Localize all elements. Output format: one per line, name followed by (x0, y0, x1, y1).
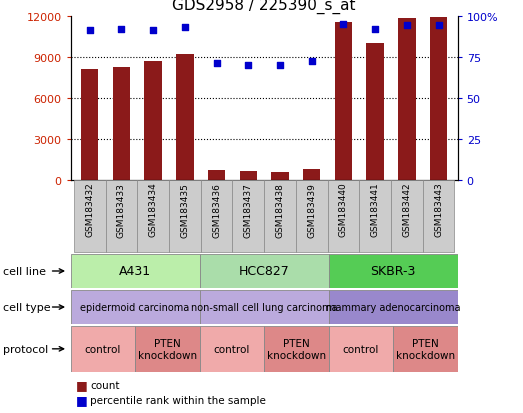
Bar (264, 180, 296, 252)
Bar (71, 290, 200, 324)
Bar (271, 173, 289, 180)
Bar (71, 254, 200, 288)
Text: GSM183439: GSM183439 (307, 182, 316, 237)
Bar (200, 290, 328, 324)
Bar (335, 24, 352, 180)
Point (308, 59, 316, 66)
Text: non-small cell lung carcinoma: non-small cell lung carcinoma (191, 302, 337, 312)
Bar (423, 180, 454, 252)
Point (339, 21, 348, 28)
Text: percentile rank within the sample: percentile rank within the sample (90, 394, 266, 405)
Text: ■: ■ (76, 378, 87, 391)
Point (180, 25, 189, 31)
Bar (367, 44, 384, 180)
Bar (106, 180, 137, 252)
Point (435, 23, 443, 30)
Bar (176, 55, 194, 180)
Point (403, 23, 411, 30)
Text: SKBR-3: SKBR-3 (370, 265, 416, 278)
Bar (296, 180, 327, 252)
Text: GSM183440: GSM183440 (339, 182, 348, 237)
Text: HCC827: HCC827 (238, 265, 290, 278)
Text: ■: ■ (76, 393, 87, 406)
Bar (398, 19, 416, 180)
Text: count: count (90, 380, 120, 390)
Text: GSM183432: GSM183432 (85, 182, 94, 237)
Point (85, 28, 94, 35)
Text: protocol: protocol (3, 344, 48, 354)
Bar (144, 62, 162, 180)
Text: cell line: cell line (3, 266, 46, 276)
Text: PTEN
knockdown: PTEN knockdown (396, 338, 455, 360)
Bar (112, 68, 130, 180)
Bar (208, 171, 225, 180)
Title: GDS2958 / 225390_s_at: GDS2958 / 225390_s_at (173, 0, 356, 14)
Point (244, 62, 253, 69)
Text: epidermoid carcinoma: epidermoid carcinoma (81, 302, 190, 312)
Text: mammary adenocarcinoma: mammary adenocarcinoma (326, 302, 460, 312)
Bar (327, 180, 359, 252)
Text: control: control (214, 344, 250, 354)
Bar (200, 326, 264, 372)
Text: control: control (343, 344, 379, 354)
Text: GSM183438: GSM183438 (276, 182, 285, 237)
Point (212, 61, 221, 67)
Text: GSM183437: GSM183437 (244, 182, 253, 237)
Bar (393, 326, 458, 372)
Bar (71, 326, 135, 372)
Text: GSM183434: GSM183434 (149, 182, 157, 237)
Bar (137, 180, 169, 252)
Text: control: control (85, 344, 121, 354)
Text: A431: A431 (119, 265, 151, 278)
Text: PTEN
knockdown: PTEN knockdown (267, 338, 326, 360)
Bar (303, 169, 321, 180)
Text: GSM183436: GSM183436 (212, 182, 221, 237)
Bar (135, 326, 200, 372)
Bar (430, 18, 447, 180)
Point (276, 62, 284, 69)
Text: GSM183442: GSM183442 (402, 182, 412, 237)
Text: cell type: cell type (3, 302, 50, 312)
Bar (359, 180, 391, 252)
Text: GSM183435: GSM183435 (180, 182, 189, 237)
Point (117, 26, 126, 33)
Bar (81, 70, 98, 180)
Bar (328, 290, 458, 324)
Text: PTEN
knockdown: PTEN knockdown (138, 338, 197, 360)
Bar (169, 180, 201, 252)
Bar (328, 326, 393, 372)
Bar (74, 180, 106, 252)
Text: GSM183433: GSM183433 (117, 182, 126, 237)
Bar (240, 172, 257, 180)
Bar (201, 180, 232, 252)
Bar (232, 180, 264, 252)
Point (149, 28, 157, 35)
Bar (200, 254, 328, 288)
Point (371, 26, 379, 33)
Bar (264, 326, 328, 372)
Bar (328, 254, 458, 288)
Text: GSM183441: GSM183441 (371, 182, 380, 237)
Text: GSM183443: GSM183443 (434, 182, 443, 237)
Bar (391, 180, 423, 252)
